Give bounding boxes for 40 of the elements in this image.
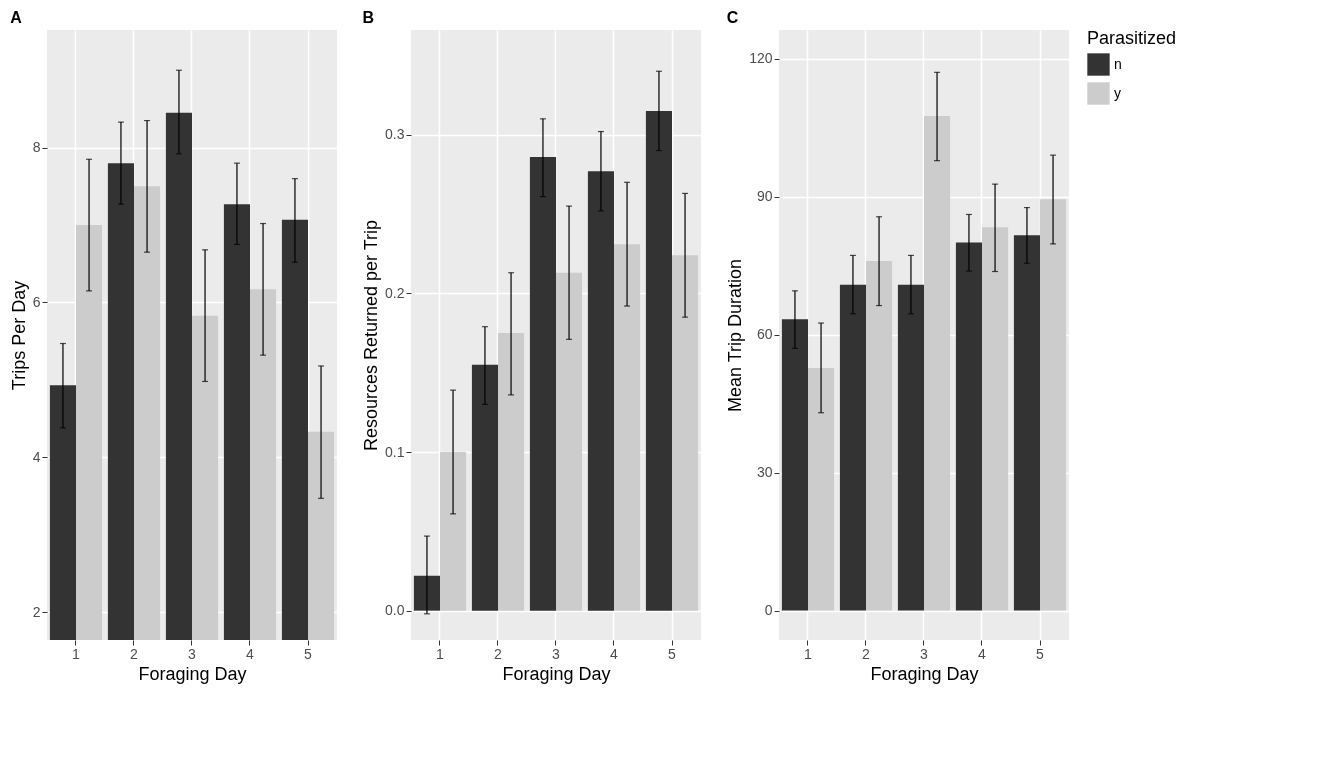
x-tick-label: 5	[304, 645, 313, 662]
y-tick-label: 30	[756, 464, 773, 481]
y-tick-label: 0.1	[385, 443, 405, 460]
y-tick-label: 6	[32, 293, 41, 310]
x-tick-label: 4	[246, 645, 255, 662]
x-tick-label: 4	[610, 645, 619, 662]
chart-title: C	[726, 9, 739, 26]
x-tick-label: 1	[72, 645, 81, 662]
y-tick-label: 0.0	[385, 602, 405, 619]
x-tick-label: 3	[552, 645, 561, 662]
legend-title: Parasitized	[1087, 28, 1177, 48]
y-tick-label: 90	[756, 188, 773, 205]
x-tick-label: 3	[188, 645, 197, 662]
y-axis-title: Mean Trip Duration	[725, 258, 746, 413]
y-tick-label: 0.2	[385, 284, 405, 301]
x-tick-label: 4	[978, 645, 987, 662]
y-axis-title: Trips Per Day	[8, 280, 29, 391]
y-tick-label: 0	[764, 602, 773, 619]
x-tick-label: 5	[1036, 645, 1045, 662]
y-tick-label: 120	[749, 50, 773, 67]
y-tick-label: 0.3	[385, 126, 405, 143]
x-axis-title: Foraging Day	[138, 663, 247, 684]
y-tick-label: 4	[32, 448, 41, 465]
x-tick-label: 5	[668, 645, 677, 662]
x-tick-label: 1	[804, 645, 813, 662]
y-tick-label: 60	[756, 326, 773, 343]
x-tick-label: 2	[862, 645, 871, 662]
chart-title: B	[362, 9, 375, 26]
y-tick-label: 8	[32, 139, 41, 156]
x-tick-label: 2	[494, 645, 503, 662]
chart-title: A	[10, 9, 23, 26]
x-tick-label: 1	[436, 645, 445, 662]
x-axis-title: Foraging Day	[870, 663, 979, 684]
x-tick-label: 2	[130, 645, 139, 662]
legend-label: y	[1114, 84, 1121, 101]
x-axis-title: Foraging Day	[502, 663, 611, 684]
y-tick-label: 2	[32, 603, 41, 620]
legend-label: n	[1114, 55, 1122, 72]
y-axis-title: Resources Returned per Trip	[361, 219, 382, 452]
x-tick-label: 3	[920, 645, 929, 662]
